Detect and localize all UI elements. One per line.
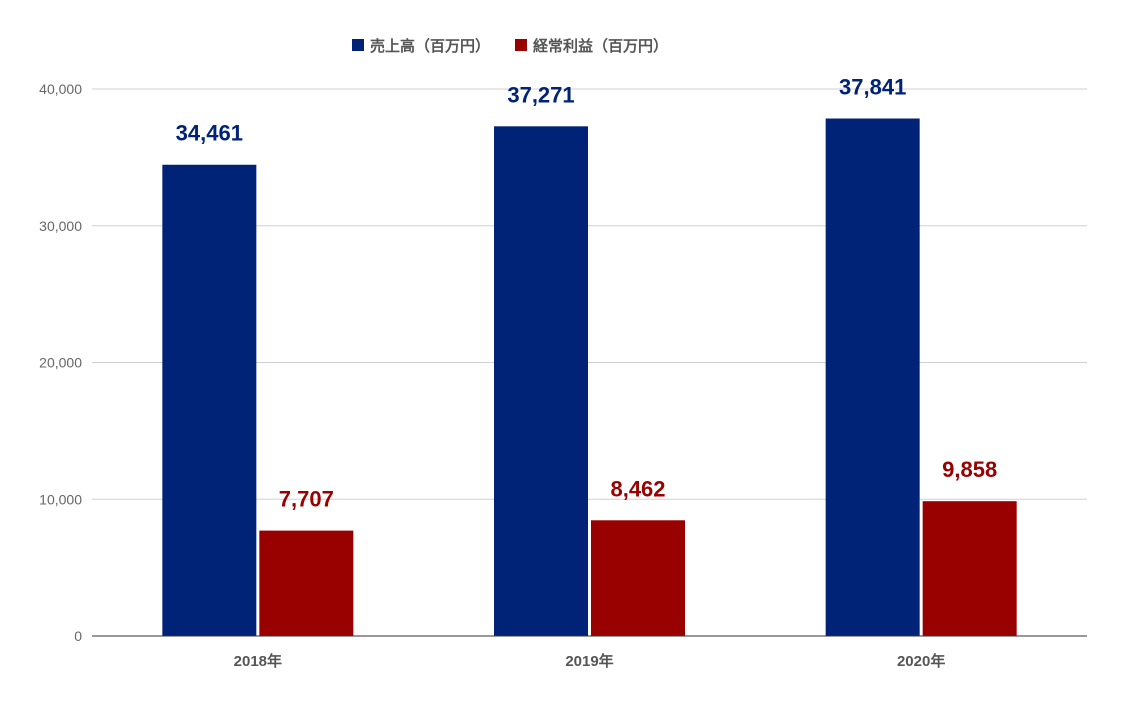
legend-swatch-profit — [515, 39, 527, 51]
data-label-sales-0: 34,461 — [176, 121, 243, 146]
data-label-profit-0: 7,707 — [279, 487, 334, 512]
bar-profit-1 — [591, 520, 685, 636]
data-label-sales-1: 37,271 — [507, 82, 574, 107]
bar-profit-2 — [922, 501, 1017, 636]
x-tick-label: 2018年 — [234, 652, 282, 670]
data-labels: 34,461 7,707 37,271 8,462 37,841 9,858 — [176, 75, 998, 512]
data-label-sales-2: 37,841 — [839, 75, 906, 100]
legend: 売上高（百万円） 経常利益（百万円） — [352, 37, 668, 55]
bar-profit-0 — [259, 530, 354, 636]
bar-sales-0 — [162, 164, 257, 636]
x-axis-ticks: 2018年 2019年 2020年 — [234, 652, 946, 670]
legend-label-profit: 経常利益（百万円） — [533, 37, 668, 55]
grid-lines — [92, 88, 1087, 500]
x-tick-label: 2020年 — [897, 652, 945, 670]
y-tick-label: 30,000 — [39, 218, 82, 234]
y-tick-label: 0 — [74, 628, 82, 644]
y-tick-label: 40,000 — [39, 81, 82, 97]
legend-swatch-sales — [352, 39, 364, 51]
x-tick-label: 2019年 — [565, 652, 613, 670]
y-axis-ticks: 0 10,000 20,000 30,000 40,000 — [39, 81, 82, 644]
bars — [162, 118, 1017, 637]
bar-sales-2 — [825, 118, 920, 637]
data-label-profit-1: 8,462 — [610, 476, 665, 501]
y-tick-label: 20,000 — [39, 355, 82, 371]
bar-sales-1 — [494, 126, 588, 636]
legend-label-sales: 売上高（百万円） — [370, 37, 490, 55]
y-tick-label: 10,000 — [39, 491, 82, 507]
data-label-profit-2: 9,858 — [942, 457, 997, 482]
